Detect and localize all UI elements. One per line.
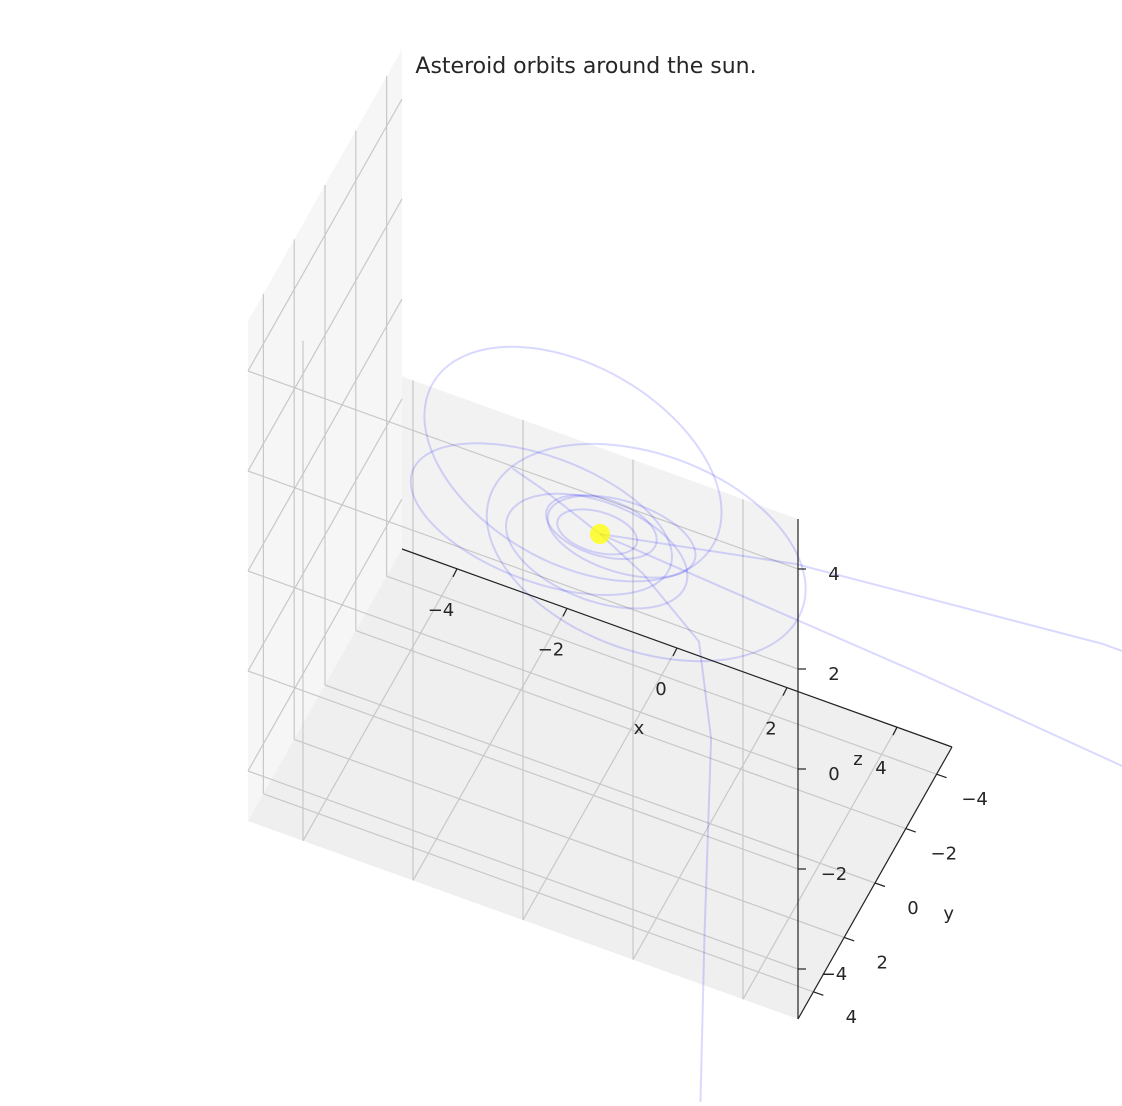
- z-tick-label: −2: [821, 864, 848, 885]
- y-tick-mark: [813, 991, 824, 996]
- x-tick-label: 0: [655, 679, 666, 700]
- y-tick-label: −4: [961, 789, 988, 810]
- grid-line-z-back: [247, 470, 799, 670]
- grid-line-y-floor: [263, 793, 814, 993]
- y-axis-label: y: [943, 903, 954, 924]
- grid-line-z-side: [247, 498, 403, 772]
- orbit-path: [409, 442, 674, 597]
- z-axis-label: z: [853, 749, 862, 770]
- grid-line-z-back: [247, 570, 799, 770]
- sun-marker-group: [590, 524, 610, 544]
- x-tick-label: 2: [765, 719, 776, 740]
- y-tick-label: −2: [931, 844, 958, 865]
- tick-labels: −4 −2 0 2 4 −4 −2 0 2 4 −4 −2 0 2 4: [428, 564, 988, 1028]
- axis-labels: x y z: [634, 718, 955, 924]
- escape-path: [599, 533, 713, 1106]
- escape-path: [511, 467, 601, 535]
- z-tick-label: 2: [828, 664, 839, 685]
- x-tick-mark: [892, 726, 898, 736]
- x-tick-mark: [562, 608, 568, 617]
- grid-line-z-side: [247, 198, 403, 472]
- z-tick-label: 4: [828, 564, 839, 585]
- orbit-paths: [409, 345, 1122, 1106]
- x-axis-label: x: [634, 718, 645, 739]
- orbit-path: [556, 508, 639, 556]
- x-tick-mark: [782, 687, 788, 696]
- y-tick-mark: [905, 828, 916, 833]
- grid-line-y-floor: [324, 684, 876, 884]
- y-tick-label: 4: [846, 1007, 857, 1028]
- sun-marker: [590, 524, 610, 544]
- orbit-path: [485, 442, 807, 663]
- y-tick-label: 2: [876, 952, 887, 973]
- orbit-path: [546, 494, 697, 579]
- chart-title: Asteroid orbits around the sun.: [415, 54, 757, 79]
- grid-line-z-back: [247, 770, 799, 970]
- y-tick-label: 0: [907, 898, 918, 919]
- y-tick-mark: [874, 882, 886, 888]
- z-tick-label: 0: [828, 764, 839, 785]
- y-tick-mark: [936, 773, 947, 779]
- x-tick-mark: [452, 568, 458, 578]
- z-tick-label: −4: [821, 964, 848, 985]
- orbit-path: [423, 345, 723, 583]
- grid-line-z-side: [247, 398, 403, 672]
- grid-line-z-back: [247, 670, 799, 870]
- orbit-path: [545, 494, 658, 560]
- grid-line-z-side: [247, 98, 403, 372]
- grid-line-y-floor: [355, 630, 907, 830]
- grid-line-y-floor: [293, 738, 845, 938]
- escape-path: [599, 533, 1122, 652]
- grid-line-y-floor: [386, 575, 937, 775]
- x-tick-label: −4: [428, 600, 455, 621]
- x-tick-label: −2: [538, 639, 565, 660]
- orbit-path: [504, 492, 689, 610]
- escape-path: [599, 533, 1122, 768]
- x-tick-mark: [672, 647, 678, 657]
- grid-line-z-side: [247, 298, 403, 572]
- y-tick-mark: [844, 936, 855, 942]
- grid-line-z-back: [247, 370, 799, 570]
- grid-lines: [247, 76, 937, 1000]
- x-tick-label: 4: [875, 758, 886, 779]
